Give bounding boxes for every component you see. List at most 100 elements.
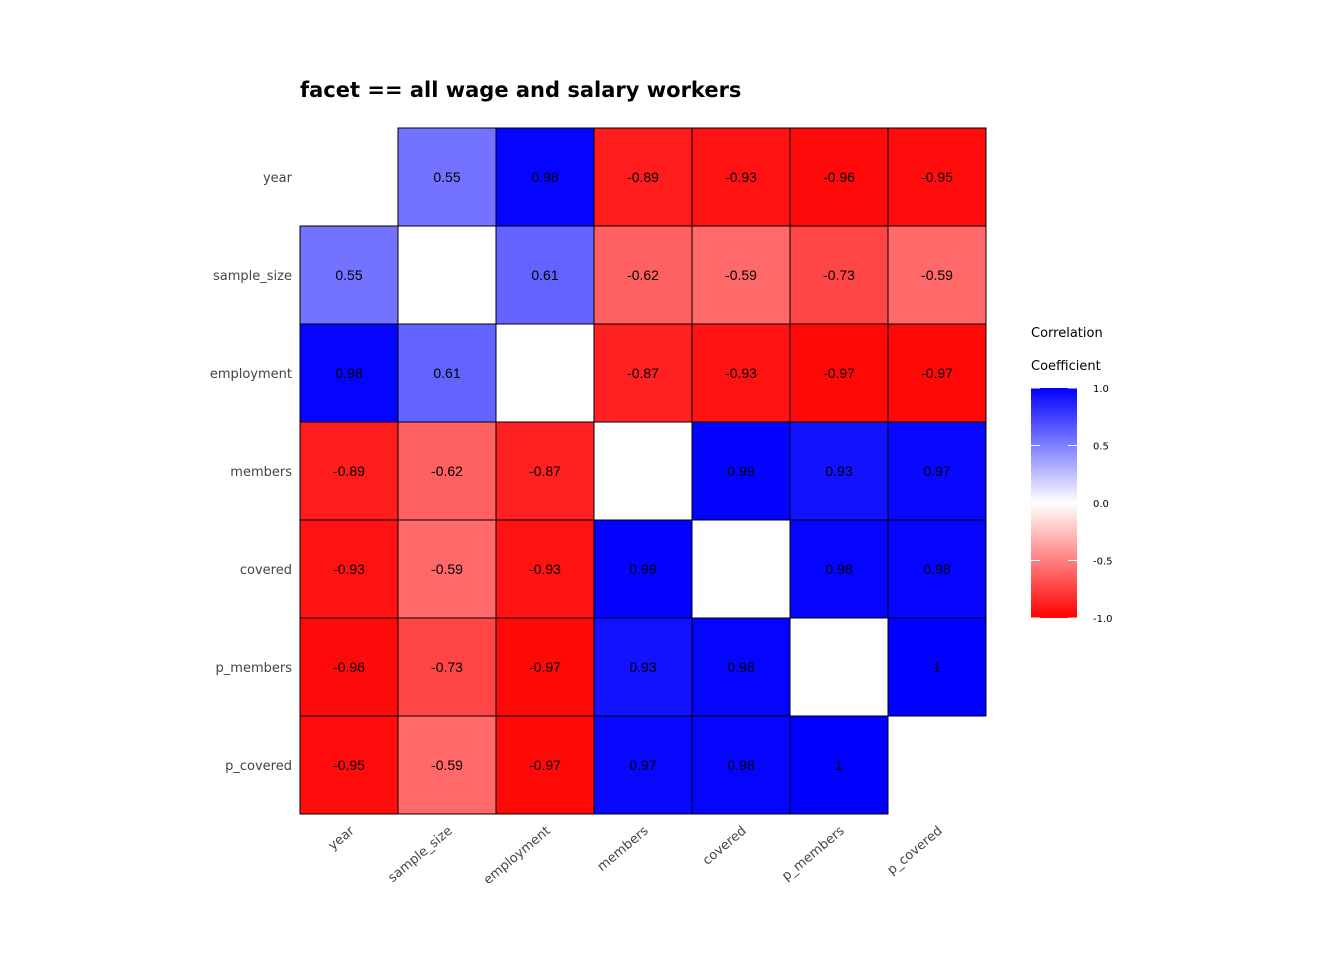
legend-tick-label: 0.0 [1093, 499, 1109, 510]
cell-value-covered-employment: -0.93 [529, 561, 561, 577]
heatmap-cell-year-employment [495, 127, 595, 227]
heatmap-cell-members-p_members [789, 421, 889, 521]
heatmap-cell-members-employment [495, 421, 595, 521]
heatmap-cell-year-p_members [789, 127, 889, 227]
y-tick-label-sample_size: sample_size [213, 269, 292, 284]
cell-value-covered-p_members: 0.98 [825, 561, 852, 577]
y-tick-label-employment: employment [210, 367, 292, 382]
cell-value-p_members-year: -0.96 [333, 659, 365, 675]
heatmap-cell-p_members-p_members [789, 617, 889, 717]
x-tick-label-covered: covered [700, 824, 750, 869]
heatmap-cells [299, 127, 987, 815]
legend-tick-label: -0.5 [1093, 557, 1113, 568]
cell-value-employment-p_covered: -0.97 [921, 365, 953, 381]
y-axis-tick-labels: year sample_size employment members covered p… [210, 171, 293, 774]
cell-value-p_members-sample_size: -0.73 [431, 659, 463, 675]
heatmap-cell-sample_size-sample_size [397, 225, 497, 325]
heatmap-cell-year-sample_size [397, 127, 497, 227]
heatmap-cell-members-year [299, 421, 399, 521]
color-legend: Correlation Coefficient 1.0 0.5 0.0 -0.5 -1.… [1031, 326, 1113, 625]
y-tick-label-year: year [263, 171, 293, 186]
cell-value-p_covered-covered: 0.98 [727, 757, 754, 773]
cell-value-members-year: -0.89 [333, 463, 365, 479]
heatmap-cell-labels: 0.55 0.98 -0.89 -0.93 -0.96 -0.95 0.55 0.61 -0.6… [333, 169, 953, 773]
y-tick-label-members: members [230, 465, 292, 480]
heatmap-cell-year-year [300, 128, 398, 226]
heatmap-cell-members-p_covered [887, 421, 987, 521]
cell-value-members-sample_size: -0.62 [431, 463, 463, 479]
heatmap-cell-members-members [593, 421, 693, 521]
heatmap-cell-p_covered-members [593, 715, 693, 815]
heatmap-cell-employment-members [593, 323, 693, 423]
chart-title: facet == all wage and salary workers [300, 78, 741, 102]
x-axis-tick-labels: year sample_size employment members covered p… [326, 823, 946, 888]
legend-tick-label: -1.0 [1093, 614, 1113, 625]
heatmap-cell-p_covered-p_members [789, 715, 889, 815]
cell-value-members-p_members: 0.93 [825, 463, 852, 479]
x-tick-label-sample_size: sample_size [385, 824, 455, 886]
cell-value-p_members-members: 0.93 [629, 659, 656, 675]
legend-tick-label: 1.0 [1093, 384, 1109, 395]
heatmap-cell-sample_size-covered [691, 225, 791, 325]
legend-title-line1: Correlation [1031, 326, 1103, 341]
cell-value-sample_size-employment: 0.61 [531, 267, 558, 283]
heatmap-cell-covered-p_covered [887, 519, 987, 619]
cell-value-year-covered: -0.93 [725, 169, 757, 185]
heatmap-cell-p_members-year [299, 617, 399, 717]
x-tick-label-employment: employment [481, 824, 554, 888]
heatmap-cell-employment-p_covered [887, 323, 987, 423]
cell-value-employment-covered: -0.93 [725, 365, 757, 381]
y-tick-label-covered: covered [240, 563, 292, 578]
y-tick-label-p_covered: p_covered [225, 759, 292, 774]
cell-value-p_covered-members: 0.97 [629, 757, 656, 773]
cell-value-year-members: -0.89 [627, 169, 659, 185]
cell-value-members-employment: -0.87 [529, 463, 561, 479]
heatmap-cell-sample_size-p_covered [887, 225, 987, 325]
heatmap-cell-covered-year [299, 519, 399, 619]
cell-value-employment-sample_size: 0.61 [433, 365, 460, 381]
cell-value-members-covered: 0.99 [727, 463, 754, 479]
heatmap-cell-covered-members [593, 519, 693, 619]
cell-value-p_members-p_covered: 1 [933, 659, 941, 675]
heatmap-cell-members-sample_size [397, 421, 497, 521]
cell-value-year-p_covered: -0.95 [921, 169, 953, 185]
cell-value-members-p_covered: 0.97 [923, 463, 950, 479]
heatmap-cell-employment-covered [691, 323, 791, 423]
cell-value-covered-sample_size: -0.59 [431, 561, 463, 577]
y-tick-label-p_members: p_members [216, 661, 293, 676]
cell-value-p_covered-employment: -0.97 [529, 757, 561, 773]
legend-ticks: 1.0 0.5 0.0 -0.5 -1.0 [1031, 384, 1113, 625]
heatmap-cell-p_covered-employment [495, 715, 595, 815]
heatmap-cell-p_covered-p_covered [888, 716, 986, 814]
heatmap-cell-p_covered-sample_size [397, 715, 497, 815]
cell-value-sample_size-p_members: -0.73 [823, 267, 855, 283]
heatmap-cell-employment-year [299, 323, 399, 423]
heatmap-cell-p_covered-year [299, 715, 399, 815]
cell-value-year-sample_size: 0.55 [433, 169, 460, 185]
heatmap-cell-sample_size-employment [495, 225, 595, 325]
cell-value-covered-year: -0.93 [333, 561, 365, 577]
cell-value-covered-members: 0.99 [629, 561, 656, 577]
cell-value-sample_size-year: 0.55 [335, 267, 362, 283]
cell-value-p_members-covered: 0.98 [727, 659, 754, 675]
cell-value-p_covered-sample_size: -0.59 [431, 757, 463, 773]
x-tick-label-p_members: p_members [779, 823, 847, 884]
heatmap-cell-p_members-covered [691, 617, 791, 717]
heatmap-cell-p_members-p_covered [887, 617, 987, 717]
cell-value-covered-p_covered: 0.98 [923, 561, 950, 577]
heatmap-cell-year-covered [691, 127, 791, 227]
heatmap-cell-employment-sample_size [397, 323, 497, 423]
legend-title-line2: Coefficient [1031, 359, 1101, 374]
cell-value-sample_size-members: -0.62 [627, 267, 659, 283]
cell-value-year-employment: 0.98 [531, 169, 558, 185]
cell-value-employment-members: -0.87 [627, 365, 659, 381]
heatmap-cell-covered-covered [691, 519, 791, 619]
heatmap-cell-employment-employment [495, 323, 595, 423]
heatmap-cell-p_covered-covered [691, 715, 791, 815]
heatmap-cell-year-p_covered [887, 127, 987, 227]
cell-value-sample_size-p_covered: -0.59 [921, 267, 953, 283]
heatmap-cell-employment-p_members [789, 323, 889, 423]
heatmap-cell-year-members [593, 127, 693, 227]
x-tick-label-members: members [595, 823, 652, 874]
